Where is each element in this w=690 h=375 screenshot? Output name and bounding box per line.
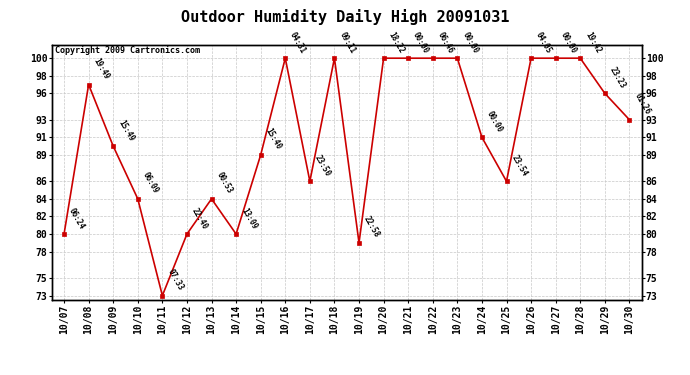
- Text: 00:53: 00:53: [215, 171, 234, 195]
- Text: 22:40: 22:40: [190, 206, 209, 231]
- Text: 19:42: 19:42: [583, 30, 602, 55]
- Text: Copyright 2009 Cartronics.com: Copyright 2009 Cartronics.com: [55, 46, 199, 55]
- Text: 00:00: 00:00: [559, 30, 578, 55]
- Text: 06:24: 06:24: [67, 206, 86, 231]
- Text: 09:11: 09:11: [337, 30, 357, 55]
- Text: 04:31: 04:31: [288, 30, 308, 55]
- Text: 15:49: 15:49: [116, 118, 135, 142]
- Text: 06:09: 06:09: [141, 171, 160, 195]
- Text: 06:46: 06:46: [435, 30, 455, 55]
- Text: 00:00: 00:00: [411, 30, 431, 55]
- Text: 15:40: 15:40: [264, 127, 283, 152]
- Text: 23:50: 23:50: [313, 153, 332, 178]
- Text: 23:23: 23:23: [608, 65, 627, 90]
- Text: 07:33: 07:33: [166, 267, 185, 292]
- Text: Outdoor Humidity Daily High 20091031: Outdoor Humidity Daily High 20091031: [181, 9, 509, 26]
- Text: 13:09: 13:09: [239, 206, 259, 231]
- Text: 22:58: 22:58: [362, 215, 382, 239]
- Text: 00:00: 00:00: [460, 30, 480, 55]
- Text: 19:49: 19:49: [92, 57, 111, 81]
- Text: 23:54: 23:54: [509, 153, 529, 178]
- Text: 18:22: 18:22: [386, 30, 406, 55]
- Text: 00:00: 00:00: [485, 109, 504, 134]
- Text: 04:05: 04:05: [534, 30, 553, 55]
- Text: 01:26: 01:26: [632, 92, 652, 116]
